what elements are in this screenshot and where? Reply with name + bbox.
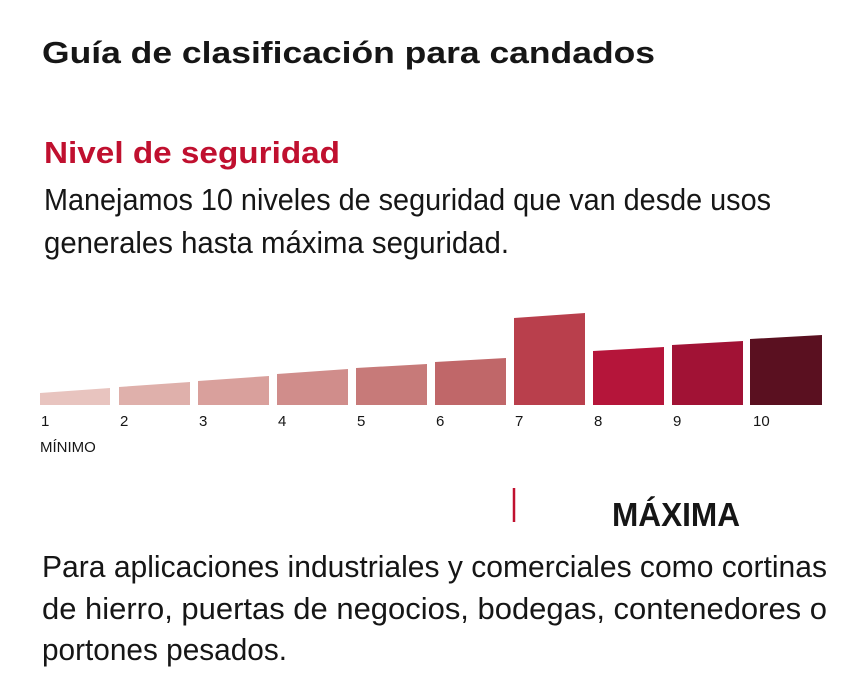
level-label: 2 [120,413,128,430]
level-bar [40,388,110,405]
highlight-description-line: portones pesados. [42,632,287,667]
level-bars [40,313,822,405]
level-label: 4 [278,413,286,430]
level-bar [356,364,427,405]
highlight-label: MÁXIMA [612,496,740,533]
level-label: 5 [357,413,365,430]
level-label: 3 [199,413,207,430]
description-line: generales hasta máxima seguridad. [44,225,509,260]
level-bar [514,313,585,405]
level-bar [672,341,743,405]
description-line: Manejamos 10 niveles de seguridad que va… [44,182,771,217]
level-label: 1 [41,413,49,430]
level-bar [119,382,190,405]
title: Guía de clasificación para candados [42,35,655,70]
level-label: 9 [673,413,681,430]
level-label: 6 [436,413,444,430]
level-bar [277,369,348,405]
min-label: MÍNIMO [40,439,96,456]
level-label: 8 [594,413,602,430]
highlight-description-line: de hierro, puertas de negocios, bodegas,… [42,591,827,626]
level-label: 10 [753,413,770,430]
level-labels: 1 2 3 4 5 6 7 8 9 10 [41,413,770,430]
level-bar [435,358,506,405]
level-bar [750,335,822,405]
highlight-description-line: Para aplicaciones industriales y comerci… [42,549,827,584]
level-label: 7 [515,413,523,430]
level-bar [593,347,664,405]
level-bar [198,376,269,405]
section-heading: Nivel de seguridad [44,135,340,170]
